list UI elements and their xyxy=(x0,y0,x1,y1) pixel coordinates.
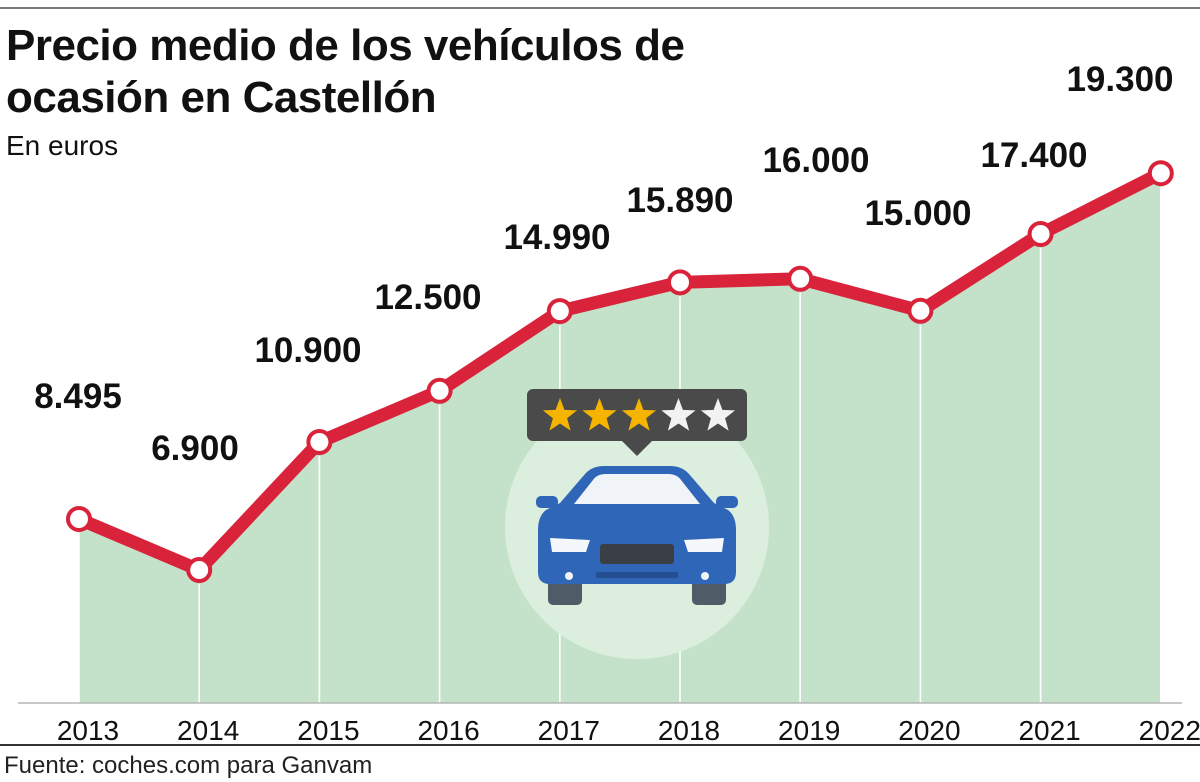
x-tick-label-2014: 2014 xyxy=(177,715,239,746)
data-point-2015 xyxy=(306,429,333,455)
data-point-2020 xyxy=(907,297,934,324)
data-point-2021 xyxy=(1027,221,1054,247)
star-filled-icon xyxy=(542,398,578,431)
car-bumper-slot xyxy=(596,572,678,578)
x-tick-label-2016: 2016 xyxy=(417,715,479,746)
bottom-rule xyxy=(0,744,1200,746)
x-tick-label-2020: 2020 xyxy=(898,715,960,746)
x-tick-label-2017: 2017 xyxy=(538,715,600,746)
value-label-2021: 17.400 xyxy=(980,136,1087,175)
car-icon xyxy=(536,466,738,605)
value-label-2013: 8.495 xyxy=(34,377,122,416)
top-rule xyxy=(0,7,1200,9)
value-label-2016: 12.500 xyxy=(374,278,481,317)
x-tick-label-2019: 2019 xyxy=(778,715,840,746)
star-empty-icon xyxy=(700,398,736,431)
car-foglight-left xyxy=(565,572,573,580)
chart-subtitle: En euros xyxy=(6,130,119,161)
data-point-2018 xyxy=(667,269,693,296)
x-tick-label-2013: 2013 xyxy=(57,715,119,746)
car-grille xyxy=(600,544,674,564)
star-empty-icon xyxy=(661,398,696,431)
car-windshield xyxy=(574,474,700,504)
line-layer xyxy=(72,166,1168,577)
rating-box-pointer xyxy=(622,441,652,456)
value-label-2018: 15.890 xyxy=(626,181,733,220)
data-point-2016 xyxy=(426,377,453,404)
value-label-2022: 19.300 xyxy=(1066,60,1173,99)
source-note: Fuente: coches.com para Ganvam xyxy=(4,752,373,779)
data-point-2017 xyxy=(546,298,573,325)
car-illustration xyxy=(505,389,769,659)
car-mirror-right xyxy=(716,496,738,508)
x-tick-label-2022: 2022 xyxy=(1139,715,1200,746)
star-filled-icon xyxy=(582,398,617,431)
data-point-2022 xyxy=(1147,160,1174,187)
value-label-2015: 10.900 xyxy=(254,331,361,370)
car-headlight-right xyxy=(684,538,724,552)
car-mirror-left xyxy=(536,496,558,508)
car-headlight-left xyxy=(550,538,590,552)
value-label-2014: 6.900 xyxy=(151,429,239,468)
x-tick-label-2015: 2015 xyxy=(297,715,359,746)
value-labels: 8.495 6.900 10.900 12.500 14.990 15.890 16.000… xyxy=(34,60,1173,468)
x-axis-labels: 2013 2014 2015 2016 2017 2018 2019 2020 2021 2022 xyxy=(57,715,1200,746)
data-point-2014 xyxy=(186,557,213,583)
rating-stars xyxy=(542,398,736,431)
data-point-2019 xyxy=(787,265,814,292)
series-line xyxy=(72,166,1168,577)
star-filled-icon xyxy=(621,398,657,431)
car-foglight-right xyxy=(701,572,709,580)
data-point-2013 xyxy=(66,505,92,532)
value-label-2019: 16.000 xyxy=(762,141,869,180)
chart-title: Precio medio de los vehículos de ocasión… xyxy=(6,21,685,122)
value-label-2017: 14.990 xyxy=(503,218,610,257)
x-tick-label-2018: 2018 xyxy=(658,715,720,746)
x-tick-label-2021: 2021 xyxy=(1018,715,1080,746)
value-label-2020: 15.000 xyxy=(864,194,971,233)
marker-layer xyxy=(66,160,1174,583)
